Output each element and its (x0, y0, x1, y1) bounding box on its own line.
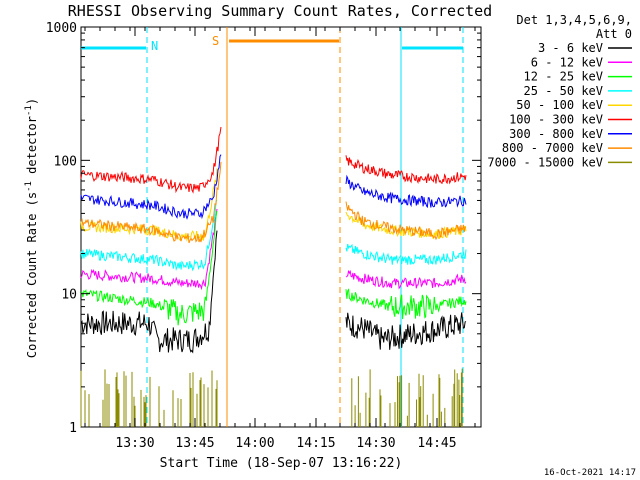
series-7-segments_b (345, 201, 467, 241)
ylabel-end: ) (25, 98, 39, 105)
chart-title: RHESSI Observing Summary Count Rates, Co… (68, 2, 492, 20)
x-tick-label-0: 13:30 (115, 436, 154, 451)
series-0-segments_b (345, 312, 467, 350)
legend-label-2: 12 - 25 keV (524, 70, 603, 84)
x-tick-label-3: 14:15 (296, 436, 335, 451)
y-tick-label-3: 1000 (46, 21, 77, 36)
legend-label-3: 25 - 50 keV (524, 84, 603, 98)
legend-label-7: 800 - 7000 keV (502, 141, 603, 155)
date-stamp: 16-Oct-2021 14:17 (544, 468, 636, 478)
annotation-S: S (212, 34, 219, 48)
legend-label-8: 7000 - 15000 keV (487, 155, 603, 169)
series-1-segments_b (345, 269, 467, 290)
x-tick-label-1: 13:45 (175, 436, 214, 451)
ylabel-main: Corrected Count Rate (s (25, 192, 39, 358)
series-6-segments_b (345, 174, 467, 209)
axis-ticks: 13:30 13:45 14:00 14:15 14:30 14:45 1 10 100 1000 (46, 21, 481, 451)
series-5-segments (80, 126, 222, 194)
series-5-segments_b (345, 155, 467, 185)
series-2-segments (81, 210, 218, 326)
y-tick-label-0: 1 (69, 421, 77, 436)
x-tick-label-2: 14:00 (235, 436, 274, 451)
y-tick-label-2: 100 (54, 154, 77, 169)
annotation-N: N (151, 39, 158, 53)
series-2-segments_b (345, 288, 467, 320)
x-tick-label-5: 14:45 (417, 436, 456, 451)
x-tick-label-4: 14:30 (356, 436, 395, 451)
series-lines (80, 126, 467, 427)
legend-label-6: 300 - 800 keV (509, 127, 603, 141)
ylabel-mid: detector (25, 116, 39, 181)
series-8-segments (80, 369, 218, 427)
y-tick-label-1: 10 (61, 288, 77, 303)
series-1-segments (80, 208, 218, 291)
legend-header-1: Det 1,3,4,5,6,9, (516, 13, 632, 27)
series-3-segments_b (345, 243, 467, 266)
y-axis-label: Corrected Count Rate (s-1 detector-1) (24, 98, 39, 358)
ylabel-sup1: -1 (24, 181, 34, 192)
x-axis-label: Start Time (18-Sep-07 13:16:22) (160, 456, 403, 471)
legend-label-4: 50 - 100 keV (516, 98, 603, 112)
series-7-segments (80, 161, 222, 244)
series-8-segments_b (351, 368, 463, 427)
series-3-segments (80, 199, 218, 272)
series-6-segments (80, 154, 222, 220)
series-0-segments (80, 230, 218, 354)
legend-label-0: 3 - 6 keV (538, 41, 603, 55)
legend-label-5: 100 - 300 keV (509, 113, 603, 127)
legend-label-1: 6 - 12 keV (531, 55, 603, 69)
plot-frame (80, 26, 482, 428)
legend-header-2: Att 0 (596, 27, 632, 41)
ylabel-sup2: -1 (24, 105, 34, 116)
